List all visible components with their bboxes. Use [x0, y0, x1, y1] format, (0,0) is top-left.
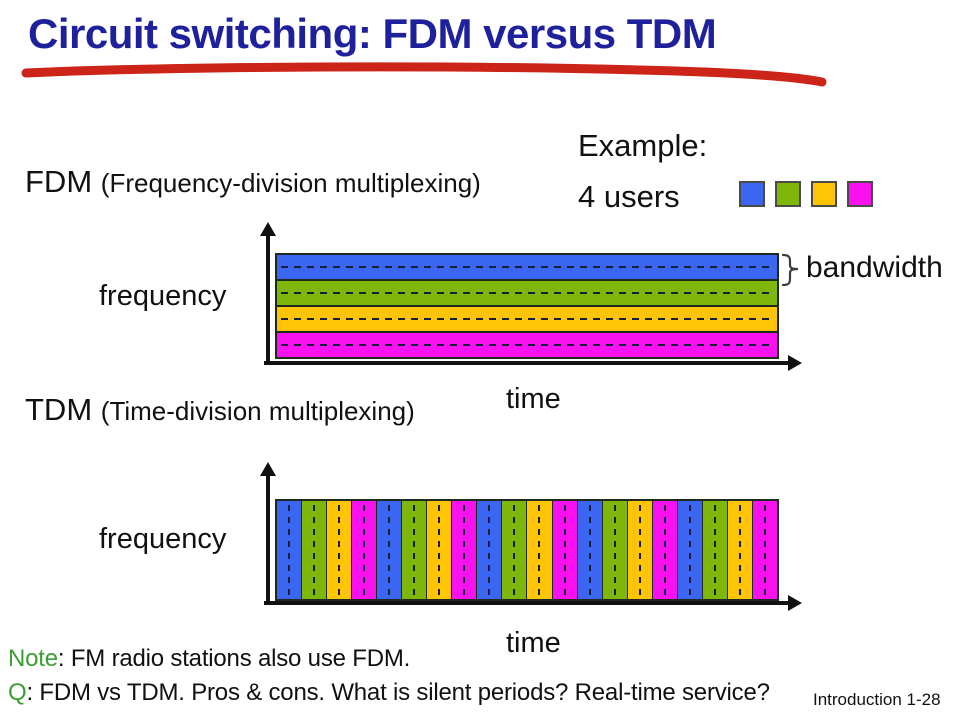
slot-center-dash: [713, 505, 716, 595]
tdm-slot-4-magenta: [351, 501, 377, 599]
tdm-slot-7-yellow: [426, 501, 452, 599]
tdm-y-axis-label: frequency: [99, 523, 227, 555]
tdm-x-axis: [264, 601, 790, 605]
user-swatch-magenta: [847, 181, 873, 207]
user-swatch-blue: [739, 181, 765, 207]
tdm-slot-18-green: [701, 501, 727, 599]
tdm-y-axis-arrowhead-icon: [260, 462, 276, 476]
page-title: Circuit switching: FDM versus TDM: [28, 10, 717, 57]
note-text: : FM radio stations also use FDM.: [57, 645, 411, 672]
slot-center-dash: [763, 505, 766, 595]
slot-center-dash: [638, 505, 641, 595]
tdm-x-axis-arrowhead-icon: [788, 595, 802, 611]
slot-center-dash: [613, 505, 616, 595]
fdm-y-axis: [266, 234, 270, 365]
fdm-x-axis: [264, 361, 790, 365]
fdm-band-green: [277, 279, 777, 305]
band-center-dash: [281, 344, 773, 346]
tdm-slot-8-magenta: [451, 501, 477, 599]
example-heading: Example:: [578, 128, 708, 163]
tdm-slot-13-blue: [576, 501, 602, 599]
band-center-dash: [281, 292, 773, 294]
slot-center-dash: [513, 505, 516, 595]
tdm-long-name: (Time-division multiplexing): [100, 396, 415, 426]
user-swatch-yellow: [811, 181, 837, 207]
user-legend: [739, 181, 873, 207]
question-text: : FDM vs TDM. Pros & cons. What is silen…: [26, 679, 770, 706]
tdm-slot-6-green: [401, 501, 427, 599]
fdm-band-yellow: [277, 305, 777, 331]
fdm-x-axis-label: time: [506, 383, 561, 415]
fdm-band-magenta: [277, 331, 777, 357]
title-underline: [21, 62, 827, 87]
tdm-slot-12-magenta: [551, 501, 577, 599]
slot-center-dash: [738, 505, 741, 595]
slot-center-dash: [413, 505, 416, 595]
tdm-slot-14-green: [601, 501, 627, 599]
slot-center-dash: [438, 505, 441, 595]
tdm-slot-16-magenta: [651, 501, 677, 599]
fdm-section-label: FDM (Frequency-division multiplexing): [25, 164, 481, 200]
tdm-slot-5-blue: [376, 501, 402, 599]
tdm-slot-2-green: [301, 501, 327, 599]
users-count-label: 4 users: [578, 179, 680, 214]
band-center-dash: [281, 318, 773, 320]
tdm-slot-11-yellow: [526, 501, 552, 599]
fdm-y-axis-label: frequency: [99, 280, 227, 312]
user-swatch-green: [775, 181, 801, 207]
note-line: Note: FM radio stations also use FDM.: [8, 645, 410, 673]
fdm-acronym: FDM: [25, 164, 93, 199]
tdm-slot-17-blue: [676, 501, 702, 599]
slot-center-dash: [313, 505, 316, 595]
tdm-slot-20-magenta: [751, 501, 777, 599]
slot-center-dash: [388, 505, 391, 595]
slide-page-number: Introduction 1-28: [813, 690, 941, 709]
slot-center-dash: [338, 505, 341, 595]
slot-center-dash: [463, 505, 466, 595]
tdm-slot-19-yellow: [726, 501, 752, 599]
slot-center-dash: [488, 505, 491, 595]
tdm-y-axis: [266, 474, 270, 603]
fdm-bands: [275, 253, 779, 359]
question-line: Q: FDM vs TDM. Pros & cons. What is sile…: [8, 679, 770, 707]
fdm-long-name: (Frequency-division multiplexing): [100, 168, 481, 198]
tdm-slot-9-blue: [476, 501, 502, 599]
slot-center-dash: [363, 505, 366, 595]
tdm-slot-10-green: [501, 501, 527, 599]
bandwidth-bracket-icon: [781, 253, 799, 287]
tdm-slot-1-blue: [277, 501, 302, 599]
tdm-section-label: TDM (Time-division multiplexing): [25, 392, 415, 428]
fdm-band-blue: [277, 255, 777, 279]
tdm-slot-3-yellow: [326, 501, 352, 599]
question-prefix: Q: [8, 679, 27, 706]
tdm-acronym: TDM: [25, 392, 93, 427]
note-prefix: Note: [8, 645, 58, 672]
tdm-x-axis-label: time: [506, 627, 561, 659]
fdm-x-axis-arrowhead-icon: [788, 355, 802, 371]
slot-center-dash: [538, 505, 541, 595]
slot-center-dash: [688, 505, 691, 595]
slot-center-dash: [563, 505, 566, 595]
slot-center-dash: [588, 505, 591, 595]
fdm-y-axis-arrowhead-icon: [260, 222, 276, 236]
tdm-slot-15-yellow: [626, 501, 652, 599]
tdm-slots: [275, 499, 779, 601]
bandwidth-label: bandwidth: [806, 251, 943, 284]
band-center-dash: [281, 266, 773, 268]
slot-center-dash: [288, 505, 291, 595]
slot-center-dash: [663, 505, 666, 595]
